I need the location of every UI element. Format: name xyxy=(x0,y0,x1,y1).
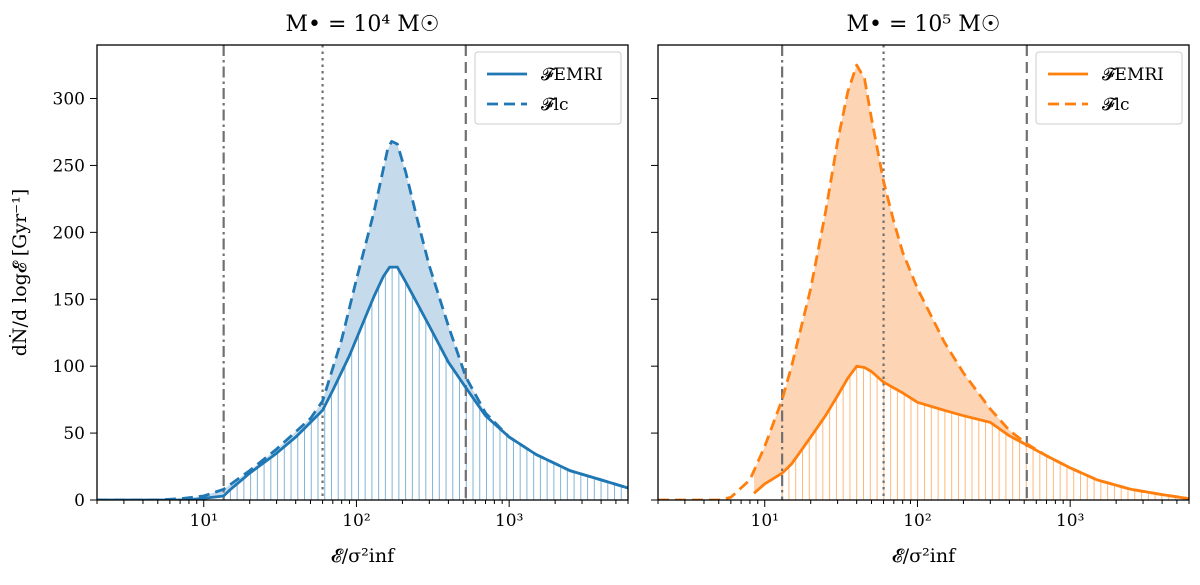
panel-title: M• = 10⁵ M☉ xyxy=(847,12,1001,37)
legend-box xyxy=(1035,51,1183,125)
series-f-lc xyxy=(97,139,628,500)
y-tick-label: 300 xyxy=(53,90,85,110)
panel-title: M• = 10⁴ M☉ xyxy=(286,12,440,37)
x-tick-label: 10³ xyxy=(495,511,523,531)
y-tick-label: 100 xyxy=(53,357,85,377)
axes-frame xyxy=(657,44,1190,501)
x-axis-label: 𝓔/σ²inf xyxy=(331,545,396,567)
x-tick-label: 10³ xyxy=(1056,511,1084,531)
plot-area xyxy=(658,45,1189,500)
legend-label-1: 𝓕lc xyxy=(541,95,569,115)
y-tick-label: 200 xyxy=(53,223,85,243)
legend-label-0: 𝓕EMRI xyxy=(1102,65,1164,85)
legend-label-0: 𝓕EMRI xyxy=(541,65,603,85)
x-axis-label: 𝓔/σ²inf xyxy=(892,545,957,567)
x-tick-label: 10² xyxy=(342,511,370,531)
series-f-emri xyxy=(753,364,1189,500)
y-tick-label: 250 xyxy=(53,156,85,176)
y-tick-label: 150 xyxy=(53,290,85,310)
axes-frame xyxy=(96,44,629,501)
legend-box xyxy=(474,51,622,125)
x-tick-label: 10² xyxy=(903,511,931,531)
y-tick-label: 50 xyxy=(63,424,85,444)
panel-1: 𝓕EMRI 𝓕lc 10¹ 10² 10³ 0 50 100 150 200 250 300 M• = … xyxy=(8,12,629,567)
plot-area xyxy=(97,45,628,500)
panel-2: 𝓕EMRI 𝓕lc 10¹ 10² 10³ M• = 10⁵ M☉ 𝓔/σ²inf xyxy=(651,12,1190,567)
y-tick-label: 0 xyxy=(74,491,85,511)
legend-label-1: 𝓕lc xyxy=(1102,95,1130,115)
x-tick-label: 10¹ xyxy=(751,511,779,531)
between-fill xyxy=(754,66,1189,500)
x-tick-label: 10¹ xyxy=(190,511,218,531)
y-axis-label: dṄ/d log𝓔 [Gyr⁻¹] xyxy=(8,189,31,356)
series-f-lc xyxy=(658,63,1189,500)
